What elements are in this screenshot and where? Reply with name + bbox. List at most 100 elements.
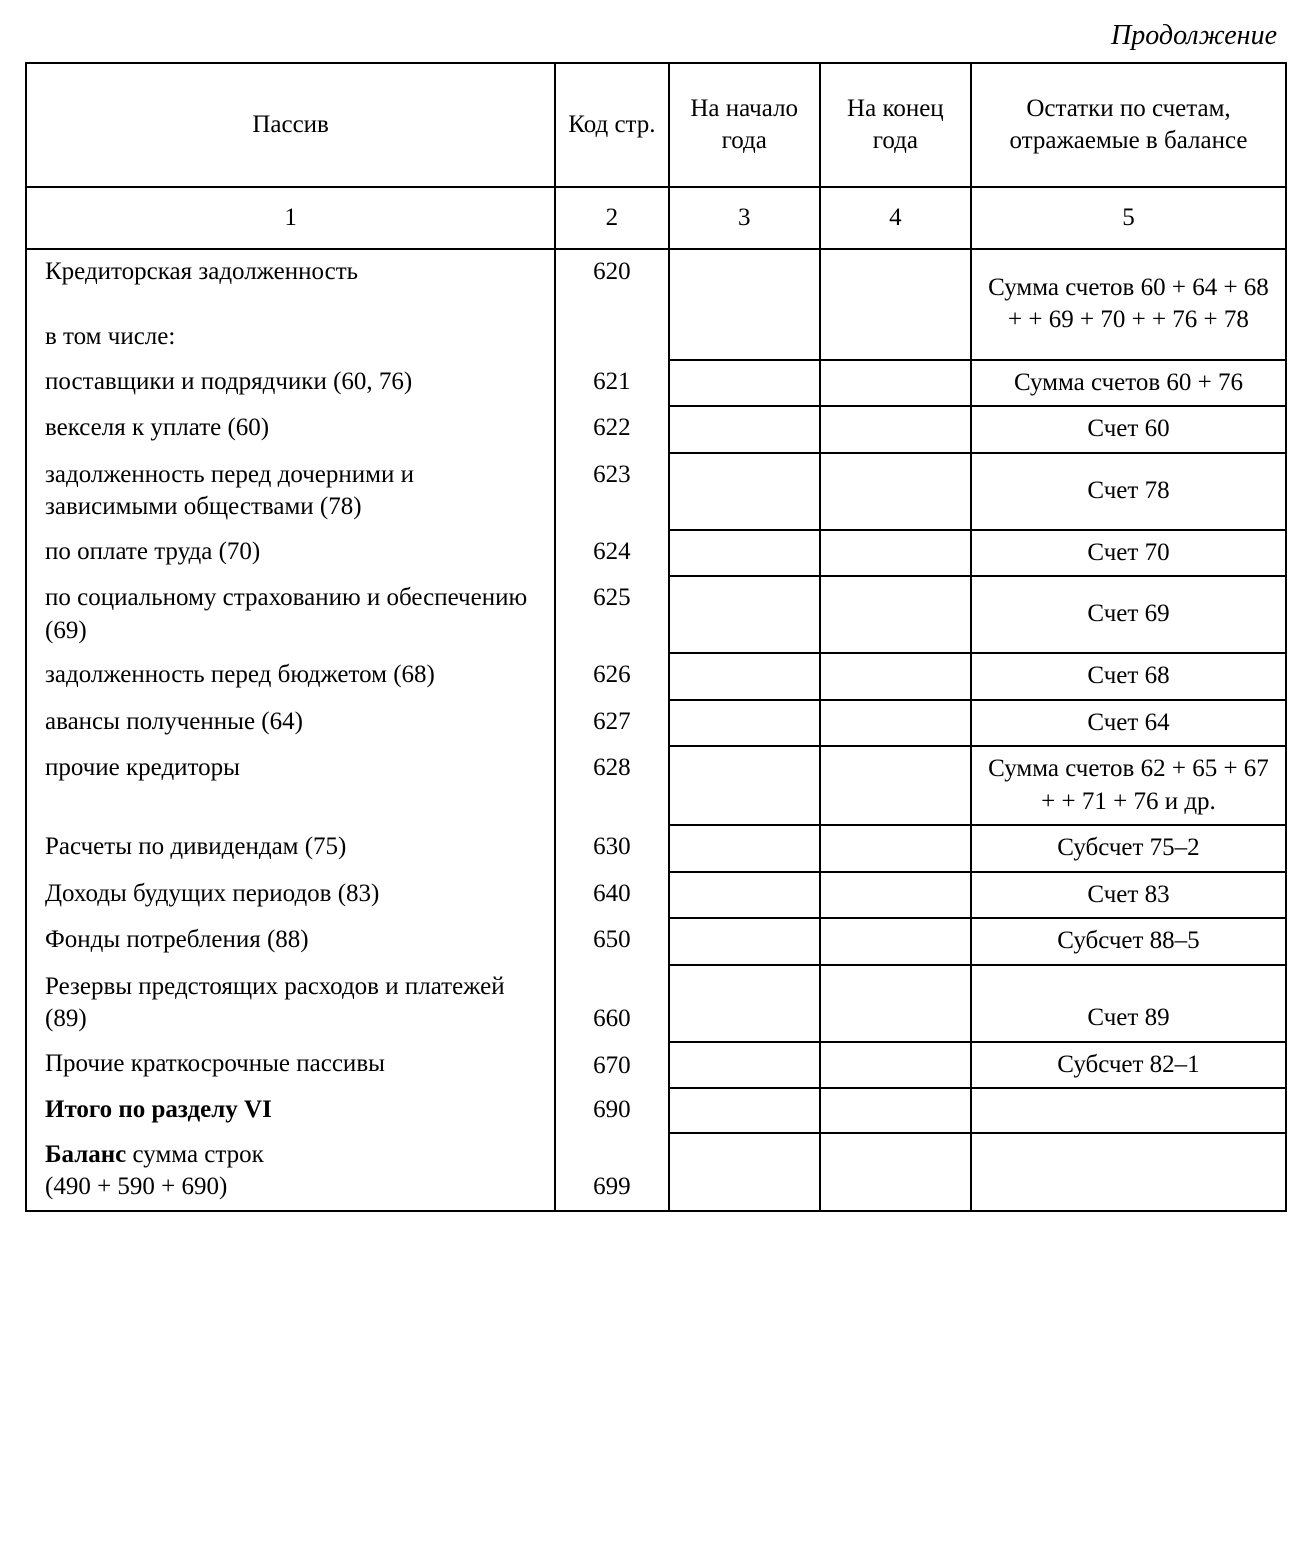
table-row: векселя к уплате (60)622 Счет 60: [26, 406, 1286, 453]
row-end: [820, 249, 971, 360]
row-end: [820, 746, 971, 825]
colnum-4: 4: [820, 187, 971, 249]
row-start: [669, 825, 820, 872]
hdr-start-year: На начало года: [669, 63, 820, 187]
row-end: [820, 406, 971, 453]
row-note: Сумма счетов 60 + 76: [971, 360, 1286, 407]
row-code: 650: [555, 918, 668, 965]
table-row: по оплате труда (70)624Счет 70: [26, 530, 1286, 577]
row-note: Счет 64: [971, 700, 1286, 747]
row-label: задолженность перед дочерни­ми и зависим…: [26, 453, 555, 530]
row-note: [971, 1088, 1286, 1133]
colnum-2: 2: [555, 187, 668, 249]
table-row: поставщики и подрядчики (60, 76)621 Сумма…: [26, 360, 1286, 407]
row-code: 630: [555, 825, 668, 872]
row-note: Субсчет 75–2: [971, 825, 1286, 872]
row-code: 640: [555, 872, 668, 919]
table-row: Доходы будущих периодов (83)640 Счет 83: [26, 872, 1286, 919]
row-end: [820, 1042, 971, 1089]
row-start: [669, 530, 820, 577]
row-start: [669, 700, 820, 747]
row-start: [669, 872, 820, 919]
table-row: Резервы предстоящих расходов и платежей …: [26, 965, 1286, 1042]
table-row: по социальному страхованию и обеспечению…: [26, 576, 1286, 653]
row-end: [820, 918, 971, 965]
hdr-end-year: На конец года: [820, 63, 971, 187]
row-start: [669, 249, 820, 360]
hdr-note: Остатки по сче­там, отражаемые в балансе: [971, 63, 1286, 187]
balance-table: Пассив Код стр. На начало года На конец …: [25, 62, 1287, 1212]
row-note: Счет 78: [971, 453, 1286, 530]
row-note: Субсчет 82–1: [971, 1042, 1286, 1089]
row-end: [820, 576, 971, 653]
table-row: Баланс сумма строк(490 + 590 + 690)699: [26, 1133, 1286, 1211]
row-label: Итого по разделу VI: [26, 1088, 555, 1133]
row-code: 699: [555, 1133, 668, 1211]
row-label: Фонды потребления (88): [26, 918, 555, 965]
row-start: [669, 360, 820, 407]
row-label: Доходы будущих периодов (83): [26, 872, 555, 919]
row-label: прочие кредиторы: [26, 746, 555, 825]
header-row: Пассив Код стр. На начало года На конец …: [26, 63, 1286, 187]
row-start: [669, 746, 820, 825]
row-end: [820, 1088, 971, 1133]
row-code: 622: [555, 406, 668, 453]
row-code: 621: [555, 360, 668, 407]
hdr-passive: Пассив: [26, 63, 555, 187]
row-note: Счет 83: [971, 872, 1286, 919]
row-note: Счет 60: [971, 406, 1286, 453]
row-code: 626: [555, 653, 668, 700]
hdr-code: Код стр.: [555, 63, 668, 187]
row-end: [820, 872, 971, 919]
table-row: Итого по разделу VI690: [26, 1088, 1286, 1133]
row-label: задолженность перед бюдже­том (68): [26, 653, 555, 700]
row-end: [820, 360, 971, 407]
row-end: [820, 965, 971, 1042]
row-start: [669, 1042, 820, 1089]
row-start: [669, 653, 820, 700]
row-label: авансы полученные (64): [26, 700, 555, 747]
column-number-row: 1 2 3 4 5: [26, 187, 1286, 249]
row-code: 625: [555, 576, 668, 653]
row-label: Расчеты по дивидендам (75): [26, 825, 555, 872]
row-note: Субсчет 88–5: [971, 918, 1286, 965]
row-code: 660: [555, 965, 668, 1042]
row-end: [820, 1133, 971, 1211]
table-row: Фонды потребления (88)650 Субсчет 88–5: [26, 918, 1286, 965]
table-row: задолженность перед бюдже­том (68)626Сче…: [26, 653, 1286, 700]
row-start: [669, 576, 820, 653]
row-label: Прочие краткосрочные пасси­вы: [26, 1042, 555, 1089]
row-start: [669, 1088, 820, 1133]
colnum-5: 5: [971, 187, 1286, 249]
row-start: [669, 965, 820, 1042]
row-end: [820, 653, 971, 700]
row-end: [820, 825, 971, 872]
table-row: задолженность перед дочерни­ми и зависим…: [26, 453, 1286, 530]
row-start: [669, 406, 820, 453]
row-code: 620: [555, 249, 668, 360]
row-note: Счет 89: [971, 965, 1286, 1042]
row-note: Сумма счетов 62 + 65 + 67 + + 71 + 76 и …: [971, 746, 1286, 825]
continuation-label: Продолжение: [25, 20, 1277, 52]
colnum-1: 1: [26, 187, 555, 249]
row-start: [669, 918, 820, 965]
table-row: авансы полученные (64)627 Счет 64: [26, 700, 1286, 747]
table-row: Кредиторская задолженностьв том числе:62…: [26, 249, 1286, 360]
table-row: прочие кредиторы628 Сумма счетов 62 + 65 …: [26, 746, 1286, 825]
row-label: векселя к уплате (60): [26, 406, 555, 453]
row-label: Кредиторская задолженностьв том числе:: [26, 249, 555, 360]
row-note: Счет 69: [971, 576, 1286, 653]
colnum-3: 3: [669, 187, 820, 249]
row-label: по оплате труда (70): [26, 530, 555, 577]
row-label: поставщики и подрядчики (60, 76): [26, 360, 555, 407]
row-label: Резервы предстоящих расходов и платежей …: [26, 965, 555, 1042]
row-code: 628: [555, 746, 668, 825]
row-start: [669, 453, 820, 530]
row-code: 627: [555, 700, 668, 747]
row-note: [971, 1133, 1286, 1211]
row-note: Счет 70: [971, 530, 1286, 577]
row-end: [820, 700, 971, 747]
row-note: Сумма счетов 60 + 64 + 68 + + 69 + 70 + …: [971, 249, 1286, 360]
row-label: Баланс сумма строк(490 + 590 + 690): [26, 1133, 555, 1211]
table-row: Прочие краткосрочные пасси­вы670Субсчет …: [26, 1042, 1286, 1089]
